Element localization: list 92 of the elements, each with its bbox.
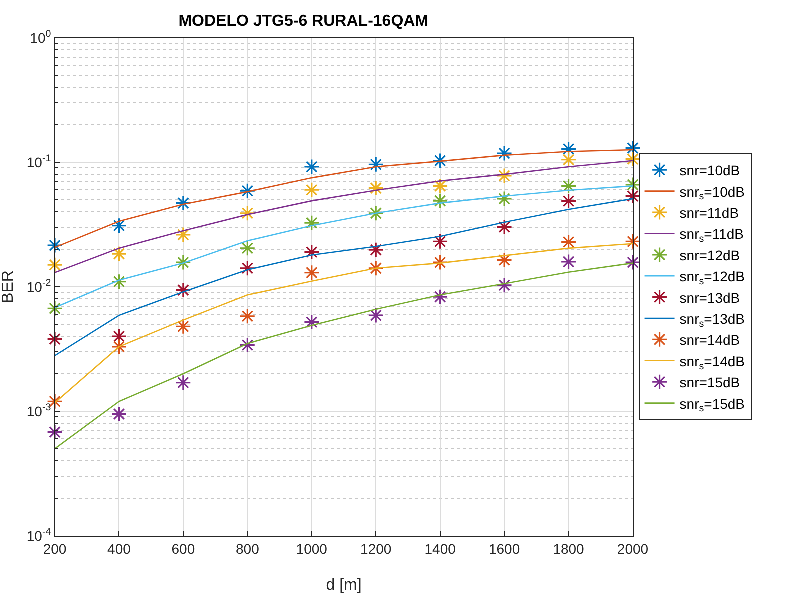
x-axis-title: d [m]: [326, 577, 362, 594]
point: [560, 234, 577, 250]
x-tick-label: 400: [108, 540, 132, 557]
legend-label: snr$_{s}$=10dB: [680, 184, 746, 203]
y-tick-label: 10$^{-3}$: [26, 402, 52, 420]
point: [368, 180, 384, 196]
point: [625, 176, 641, 193]
legend-label: snr=11dB: [680, 204, 740, 221]
point: [304, 244, 320, 260]
point: [368, 205, 384, 222]
point: [175, 318, 192, 335]
point: [47, 424, 63, 440]
point: [240, 205, 256, 222]
point: [625, 151, 641, 168]
point: [560, 152, 577, 168]
y-tick-label: 10$^{0}$: [30, 29, 52, 46]
point: [560, 193, 577, 210]
x-tick-label: 800: [236, 540, 260, 557]
point: [496, 252, 513, 268]
point: [368, 308, 384, 324]
point: [47, 300, 63, 317]
line-series: [55, 186, 633, 308]
point: [111, 274, 128, 290]
y-tick-label: 10$^{-2}$: [26, 278, 52, 295]
point: [496, 277, 513, 294]
point: [240, 260, 256, 276]
point: [304, 264, 320, 281]
point: [625, 188, 641, 204]
legend-label: snr=15dB: [680, 374, 740, 391]
point: [175, 374, 192, 391]
point: [496, 190, 513, 207]
legend-label: snr=12dB: [680, 247, 740, 264]
legend-label: snr$_{s}$=15dB: [680, 396, 746, 415]
point: [560, 141, 577, 158]
point: [240, 240, 256, 256]
point: [175, 195, 192, 212]
legend-label: snr=14dB: [680, 332, 740, 348]
point: [304, 215, 320, 232]
line-series: [55, 243, 633, 404]
point: [111, 338, 128, 355]
line-series: [55, 262, 633, 450]
point: [47, 238, 63, 254]
point: [625, 140, 641, 156]
line-series: [55, 160, 633, 274]
point: [625, 234, 641, 250]
point: [111, 218, 128, 234]
point: [560, 254, 577, 270]
line-series: [55, 149, 633, 248]
point: [432, 193, 448, 210]
point: [240, 183, 256, 200]
y-tick-label: 10$^{-1}$: [26, 154, 52, 170]
x-tick-label: 1800: [553, 540, 585, 557]
point: [432, 234, 448, 250]
legend-label: snr=13dB: [680, 290, 740, 306]
legend-label: snr$_{s}$=11dB: [680, 226, 744, 246]
x-tick-label: 600: [172, 540, 196, 557]
x-tick-label: 2000: [617, 540, 649, 557]
point: [432, 152, 448, 169]
x-tick-label: 1400: [424, 540, 456, 557]
point: [496, 219, 513, 236]
point: [625, 254, 641, 271]
point: [175, 254, 192, 271]
point: [368, 156, 384, 173]
point: [368, 260, 384, 276]
point: [175, 226, 192, 243]
chart-title: MODELO JTG5-6 RURAL-16QAM: [178, 13, 429, 30]
point: [111, 406, 128, 422]
legend-label: snr$_{s}$=12dB: [680, 268, 746, 288]
x-tick-label: 1600: [488, 540, 520, 557]
point: [368, 242, 384, 258]
point: [47, 257, 63, 274]
point: [432, 254, 448, 271]
point: [304, 159, 320, 176]
point: [175, 282, 192, 298]
point: [496, 146, 513, 162]
point: [111, 246, 128, 262]
x-tick-label: 1200: [360, 540, 392, 557]
point: [47, 331, 63, 348]
point: [304, 314, 320, 330]
line-series: [55, 198, 633, 356]
x-tick-label: 1000: [296, 540, 328, 557]
point: [432, 289, 448, 306]
legend-label: snr$_{s}$=14dB: [680, 353, 746, 372]
legend-label: snr=10dB: [680, 162, 740, 179]
point: [560, 178, 577, 194]
point: [304, 182, 320, 198]
point: [240, 308, 256, 324]
point: [496, 168, 513, 184]
y-axis-title: BER: [0, 270, 17, 304]
point: [432, 178, 448, 194]
legend-label: snr$_{s}$=13dB: [680, 310, 746, 330]
point: [240, 337, 256, 354]
